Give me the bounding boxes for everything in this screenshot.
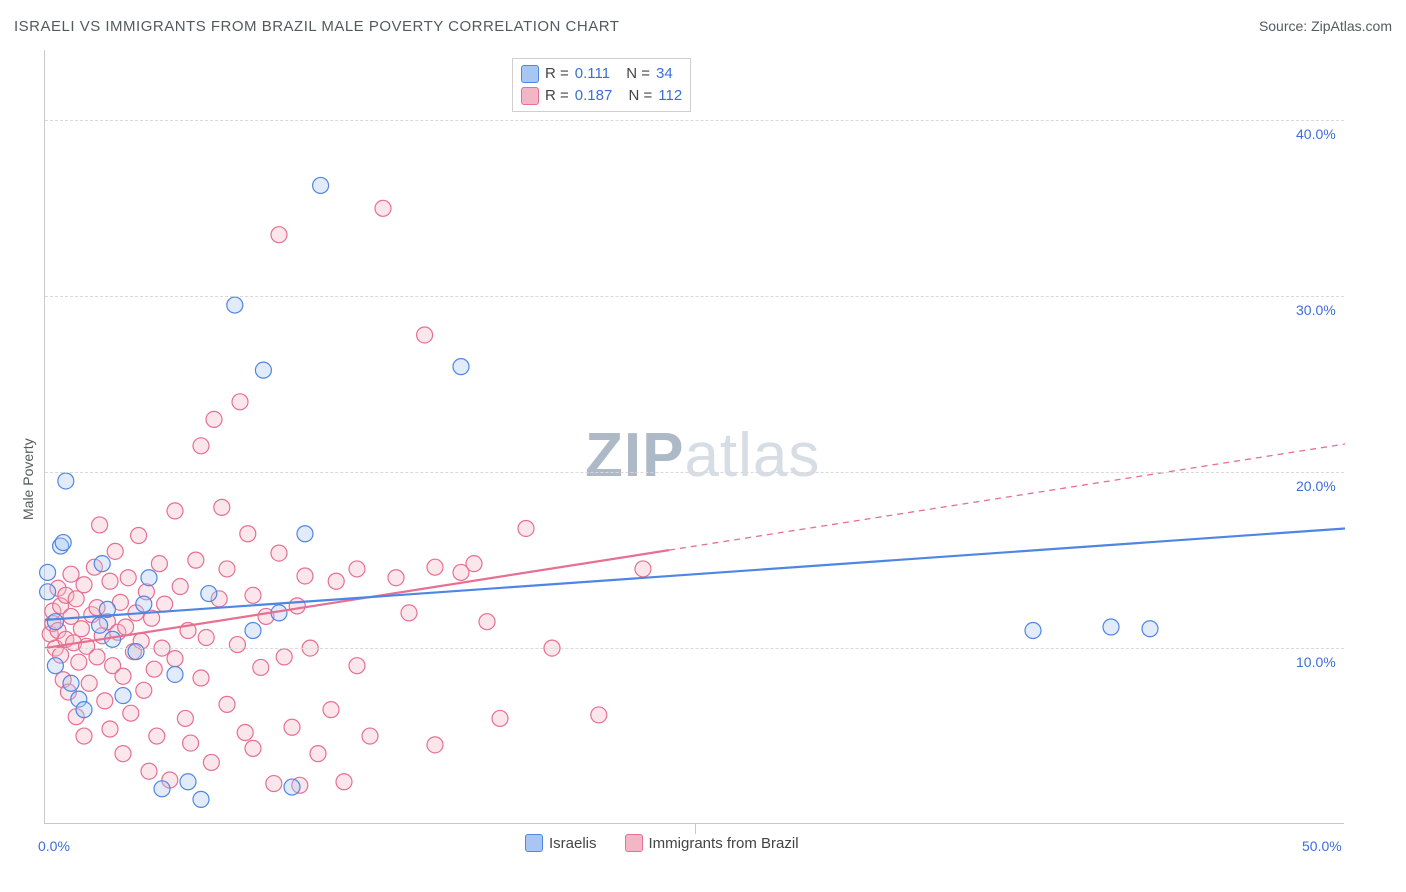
r-label: R =: [545, 63, 569, 85]
swatch-brazil-icon: [625, 834, 643, 852]
gridline: [45, 648, 1344, 649]
legend-item-brazil: Immigrants from Brazil: [625, 834, 799, 852]
x-tick: [695, 824, 696, 834]
legend-label-israelis: Israelis: [549, 835, 597, 852]
y-tick-label: 40.0%: [1296, 126, 1336, 142]
source-label: Source: ZipAtlas.com: [1259, 18, 1392, 34]
stats-legend-box: R = 0.111 N = 34 R = 0.187 N = 112: [512, 58, 691, 112]
legend-item-israelis: Israelis: [525, 834, 597, 852]
n-label: N =: [626, 63, 650, 85]
n-value-israelis: 34: [656, 63, 673, 85]
x-tick-label: 0.0%: [38, 838, 70, 854]
stats-row-brazil: R = 0.187 N = 112: [521, 85, 682, 107]
gridline: [45, 296, 1344, 297]
chart-title: ISRAELI VS IMMIGRANTS FROM BRAZIL MALE P…: [14, 18, 619, 35]
gridline: [45, 472, 1344, 473]
chart-plot-area: ZIPatlas: [44, 50, 1344, 824]
r-value-brazil: 0.187: [575, 85, 613, 107]
n-value-brazil: 112: [658, 85, 682, 107]
swatch-brazil: [521, 87, 539, 105]
gridline: [45, 120, 1344, 121]
r-label: R =: [545, 85, 569, 107]
y-tick-label: 20.0%: [1296, 478, 1336, 494]
x-tick-label: 50.0%: [1302, 838, 1342, 854]
y-axis-label: Male Poverty: [20, 438, 36, 520]
legend-label-brazil: Immigrants from Brazil: [649, 835, 799, 852]
y-tick-label: 10.0%: [1296, 654, 1336, 670]
scatter-svg: [45, 50, 1345, 824]
swatch-israelis-icon: [525, 834, 543, 852]
swatch-israelis: [521, 65, 539, 83]
r-value-israelis: 0.111: [575, 63, 610, 85]
stats-row-israelis: R = 0.111 N = 34: [521, 63, 682, 85]
y-tick-label: 30.0%: [1296, 302, 1336, 318]
n-label: N =: [628, 85, 652, 107]
bottom-legend: Israelis Immigrants from Brazil: [525, 834, 799, 852]
